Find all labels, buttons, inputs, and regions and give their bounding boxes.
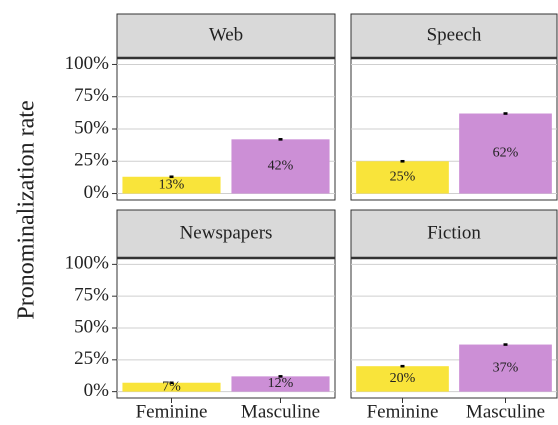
bar [459, 113, 552, 194]
value-label: 37% [493, 360, 519, 375]
y-tick-label: 100% [65, 253, 110, 274]
strip [116, 209, 336, 259]
panel-title: Web [209, 24, 243, 45]
x-tick-label: Feminine [367, 401, 439, 422]
error-bar [400, 364, 405, 368]
bar [122, 176, 221, 194]
y-tick-label: 75% [74, 85, 109, 106]
y-tick-label: 0% [84, 182, 110, 203]
error-bar [503, 112, 508, 115]
y-tick-label: 75% [74, 285, 109, 306]
bar [122, 382, 221, 392]
value-label: 12% [268, 376, 294, 391]
panel-title: Fiction [427, 222, 481, 243]
y-tick-label: 25% [74, 150, 109, 171]
strip [350, 209, 558, 259]
y-tick-label: 25% [74, 348, 109, 369]
value-label: 13% [159, 177, 185, 192]
y-tick-label: 0% [84, 380, 110, 401]
value-label: 62% [493, 146, 519, 161]
error-bar [400, 159, 405, 163]
bar [356, 366, 449, 392]
y-axis-label: Pronominalization rate [14, 100, 40, 319]
error-bar [278, 375, 283, 378]
error-bar [169, 175, 174, 179]
x-tick-label: Masculine [241, 401, 320, 422]
x-tick-label: Masculine [466, 401, 545, 422]
y-tick-label: 100% [65, 53, 110, 74]
x-tick-label: Feminine [136, 401, 208, 422]
value-label: 25% [390, 170, 416, 185]
error-bar [503, 343, 508, 346]
value-label: 20% [390, 371, 416, 386]
bar [459, 344, 552, 392]
value-label: 42% [268, 159, 294, 174]
error-bar [278, 138, 283, 141]
panel-title: Newspapers [180, 222, 273, 243]
y-tick-label: 50% [74, 316, 109, 337]
value-label: 7% [162, 379, 181, 394]
strip [116, 13, 336, 59]
bar [356, 161, 449, 194]
y-tick-label: 50% [74, 117, 109, 138]
bar [231, 139, 330, 194]
bar [231, 376, 330, 392]
panel-title: Speech [427, 24, 482, 45]
error-bar [169, 381, 174, 384]
